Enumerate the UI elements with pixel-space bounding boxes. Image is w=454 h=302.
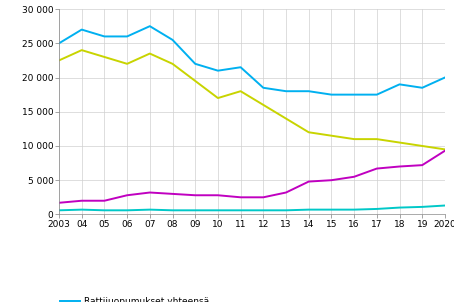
Muu huumaava aine päihteenä (79, 199, 84, 203)
Muu huumaava aine päihteenä (215, 194, 221, 197)
Rattijuopumukset yhteensä (147, 24, 153, 28)
Line: Rattijuopumukset yhteensä: Rattijuopumukset yhteensä (59, 26, 445, 95)
Alkoholi päihteenä (329, 134, 334, 137)
Alkoholi päihteenä (79, 48, 84, 52)
Line: Alkoholi päihteenä: Alkoholi päihteenä (59, 50, 445, 149)
Rattijuopumukset yhteensä (102, 35, 107, 38)
Alkoholi ja muu huumaava aine päihteenä (397, 206, 402, 209)
Muu huumaava aine päihteenä (442, 149, 448, 153)
Alkoholi ja muu huumaava aine päihteenä (170, 208, 175, 212)
Rattijuopumukset yhteensä (397, 82, 402, 86)
Alkoholi ja muu huumaava aine päihteenä (147, 208, 153, 211)
Line: Alkoholi ja muu huumaava aine päihteenä: Alkoholi ja muu huumaava aine päihteenä (59, 206, 445, 210)
Alkoholi ja muu huumaava aine päihteenä (79, 208, 84, 211)
Alkoholi päihteenä (306, 130, 311, 134)
Alkoholi päihteenä (192, 79, 198, 83)
Muu huumaava aine päihteenä (102, 199, 107, 203)
Muu huumaava aine päihteenä (261, 195, 266, 199)
Alkoholi ja muu huumaava aine päihteenä (442, 204, 448, 207)
Muu huumaava aine päihteenä (419, 163, 425, 167)
Alkoholi ja muu huumaava aine päihteenä (56, 208, 62, 212)
Rattijuopumukset yhteensä (329, 93, 334, 96)
Legend: Rattijuopumukset yhteensä, Alkoholi päihteenä, Muu huumaava aine päihteenä, Alko: Rattijuopumukset yhteensä, Alkoholi päih… (59, 297, 276, 302)
Rattijuopumukset yhteensä (170, 38, 175, 42)
Rattijuopumukset yhteensä (261, 86, 266, 90)
Alkoholi ja muu huumaava aine päihteenä (351, 208, 357, 211)
Alkoholi päihteenä (147, 52, 153, 55)
Rattijuopumukset yhteensä (238, 66, 243, 69)
Rattijuopumukset yhteensä (442, 76, 448, 79)
Muu huumaava aine päihteenä (192, 194, 198, 197)
Alkoholi päihteenä (238, 89, 243, 93)
Muu huumaava aine päihteenä (306, 180, 311, 183)
Muu huumaava aine päihteenä (374, 167, 380, 170)
Alkoholi ja muu huumaava aine päihteenä (419, 205, 425, 209)
Alkoholi ja muu huumaava aine päihteenä (306, 208, 311, 211)
Alkoholi ja muu huumaava aine päihteenä (102, 208, 107, 212)
Muu huumaava aine päihteenä (170, 192, 175, 196)
Rattijuopumukset yhteensä (419, 86, 425, 90)
Muu huumaava aine päihteenä (124, 194, 130, 197)
Alkoholi ja muu huumaava aine päihteenä (329, 208, 334, 211)
Rattijuopumukset yhteensä (215, 69, 221, 72)
Alkoholi ja muu huumaava aine päihteenä (374, 207, 380, 211)
Line: Muu huumaava aine päihteenä: Muu huumaava aine päihteenä (59, 151, 445, 203)
Alkoholi päihteenä (170, 62, 175, 66)
Alkoholi päihteenä (215, 96, 221, 100)
Rattijuopumukset yhteensä (79, 28, 84, 31)
Rattijuopumukset yhteensä (56, 41, 62, 45)
Muu huumaava aine päihteenä (329, 178, 334, 182)
Alkoholi päihteenä (261, 103, 266, 107)
Alkoholi päihteenä (124, 62, 130, 66)
Rattijuopumukset yhteensä (306, 89, 311, 93)
Alkoholi päihteenä (374, 137, 380, 141)
Muu huumaava aine päihteenä (351, 175, 357, 178)
Alkoholi päihteenä (419, 144, 425, 148)
Alkoholi ja muu huumaava aine päihteenä (124, 208, 130, 212)
Alkoholi päihteenä (56, 59, 62, 62)
Muu huumaava aine päihteenä (283, 191, 289, 194)
Rattijuopumukset yhteensä (351, 93, 357, 96)
Rattijuopumukset yhteensä (192, 62, 198, 66)
Muu huumaava aine päihteenä (147, 191, 153, 194)
Alkoholi päihteenä (397, 141, 402, 144)
Muu huumaava aine päihteenä (238, 195, 243, 199)
Rattijuopumukset yhteensä (124, 35, 130, 38)
Alkoholi ja muu huumaava aine päihteenä (283, 208, 289, 212)
Alkoholi ja muu huumaava aine päihteenä (192, 208, 198, 212)
Alkoholi ja muu huumaava aine päihteenä (261, 208, 266, 212)
Alkoholi päihteenä (102, 55, 107, 59)
Alkoholi päihteenä (351, 137, 357, 141)
Alkoholi päihteenä (283, 117, 289, 120)
Rattijuopumukset yhteensä (374, 93, 380, 96)
Alkoholi ja muu huumaava aine päihteenä (238, 208, 243, 212)
Alkoholi ja muu huumaava aine päihteenä (215, 208, 221, 212)
Muu huumaava aine päihteenä (56, 201, 62, 204)
Alkoholi päihteenä (442, 148, 448, 151)
Muu huumaava aine päihteenä (397, 165, 402, 168)
Rattijuopumukset yhteensä (283, 89, 289, 93)
